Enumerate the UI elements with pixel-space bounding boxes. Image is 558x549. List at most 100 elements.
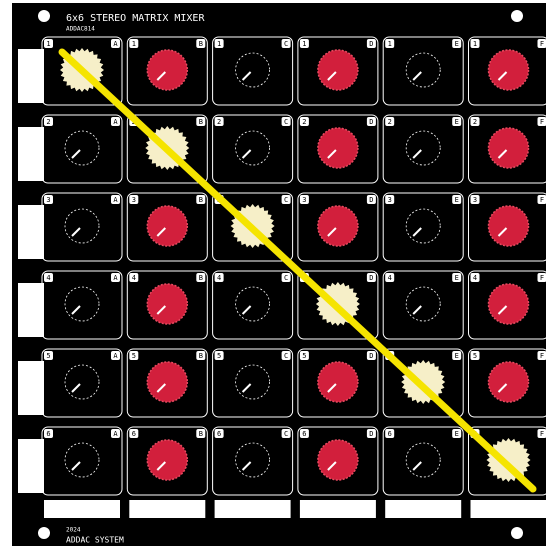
row-label: 3 — [132, 196, 136, 204]
cell-frame — [212, 270, 294, 340]
screw-hole — [38, 527, 50, 539]
row-badge — [214, 273, 224, 282]
column-label: E — [455, 118, 459, 126]
knob-red — [487, 361, 530, 403]
knob-pointer — [71, 461, 81, 471]
model: ADDAC814 — [66, 26, 95, 33]
row-label: 2 — [388, 118, 392, 126]
cell-frame — [126, 114, 208, 184]
knob-pointer — [156, 461, 167, 471]
row-badge — [299, 351, 309, 360]
row-badge — [44, 117, 53, 126]
row-label: 4 — [217, 274, 221, 282]
row-label: 4 — [132, 274, 136, 282]
column-label: D — [369, 430, 373, 438]
column-badge — [452, 429, 462, 438]
knob-red — [487, 49, 530, 91]
column-label: A — [113, 430, 118, 438]
cell-frame — [468, 270, 549, 340]
diagonal-line — [58, 48, 537, 493]
cell-frame — [382, 36, 464, 106]
title: 6x6 STEREO MATRIX MIXER — [66, 13, 205, 24]
knob-red — [146, 283, 189, 325]
knob-red — [317, 205, 359, 247]
column-badge — [452, 273, 462, 282]
knob-black — [64, 130, 100, 166]
row-label: 1 — [473, 40, 477, 48]
column-label: E — [455, 196, 459, 204]
column-label: A — [113, 118, 118, 126]
row-badge — [385, 117, 395, 126]
cell-frame — [126, 426, 208, 496]
knob-red — [317, 439, 359, 481]
cell-frame — [468, 348, 549, 418]
row-badge — [129, 273, 139, 282]
column-badge — [281, 195, 291, 204]
row-label: 5 — [302, 352, 306, 360]
knob-cream — [486, 438, 531, 482]
knob-pointer — [241, 461, 252, 471]
cell-frame — [41, 36, 123, 106]
column-label: D — [369, 274, 373, 282]
column-label: C — [284, 352, 288, 360]
screw-hole — [38, 10, 50, 22]
column-badge — [366, 351, 376, 360]
column-label: F — [540, 352, 544, 360]
column-label: D — [369, 40, 373, 48]
row-label: 3 — [46, 196, 50, 204]
row-badge — [44, 273, 53, 282]
knob-pointer — [71, 305, 81, 315]
row-label: 4 — [473, 274, 477, 282]
knob-pointer — [412, 71, 422, 81]
column-label: B — [199, 430, 203, 438]
column-label: C — [284, 274, 288, 282]
cell-frame — [126, 192, 208, 262]
row-label: 1 — [388, 40, 392, 48]
column-badge — [366, 195, 376, 204]
knob-pointer — [156, 305, 167, 315]
column-badge — [281, 351, 291, 360]
cell-frame — [212, 348, 294, 418]
column-label: D — [369, 352, 373, 360]
knob-black — [235, 442, 271, 478]
knob-red — [317, 49, 359, 91]
row-badge — [385, 273, 395, 282]
cell-frame — [41, 192, 123, 262]
cell-frame — [382, 426, 464, 496]
row-label: 2 — [473, 118, 477, 126]
row-label: 1 — [46, 40, 50, 48]
column-label: B — [199, 40, 203, 48]
cell-frame — [382, 270, 464, 340]
screw-hole — [511, 527, 523, 539]
knob-pointer — [497, 149, 508, 159]
row-badge — [44, 351, 53, 360]
column-label: F — [540, 118, 544, 126]
row-badge — [470, 351, 480, 360]
brand: ADDAC SYSTEM — [66, 536, 124, 545]
column-label: D — [369, 196, 373, 204]
knob-pointer — [327, 383, 337, 393]
row-label: 1 — [302, 40, 306, 48]
row-label: 4 — [46, 274, 50, 282]
knob-red — [146, 205, 189, 247]
row-label: 3 — [473, 196, 477, 204]
cell-frame — [468, 192, 549, 262]
column-badge — [366, 429, 376, 438]
row-badge — [470, 273, 480, 282]
column-badge — [196, 39, 206, 48]
knob-black — [405, 52, 441, 88]
knob-red — [146, 49, 189, 91]
knob-red — [146, 361, 189, 403]
knob-pointer — [327, 71, 337, 81]
side-tab — [18, 283, 44, 337]
knob-black — [64, 442, 100, 478]
knob-black — [235, 130, 271, 166]
row-label: 6 — [302, 430, 306, 438]
cell-frame — [212, 192, 294, 262]
knob-pointer — [412, 461, 422, 471]
knob-black — [64, 286, 100, 322]
column-badge — [111, 351, 120, 360]
row-label: 5 — [132, 352, 136, 360]
row-badge — [470, 39, 480, 48]
